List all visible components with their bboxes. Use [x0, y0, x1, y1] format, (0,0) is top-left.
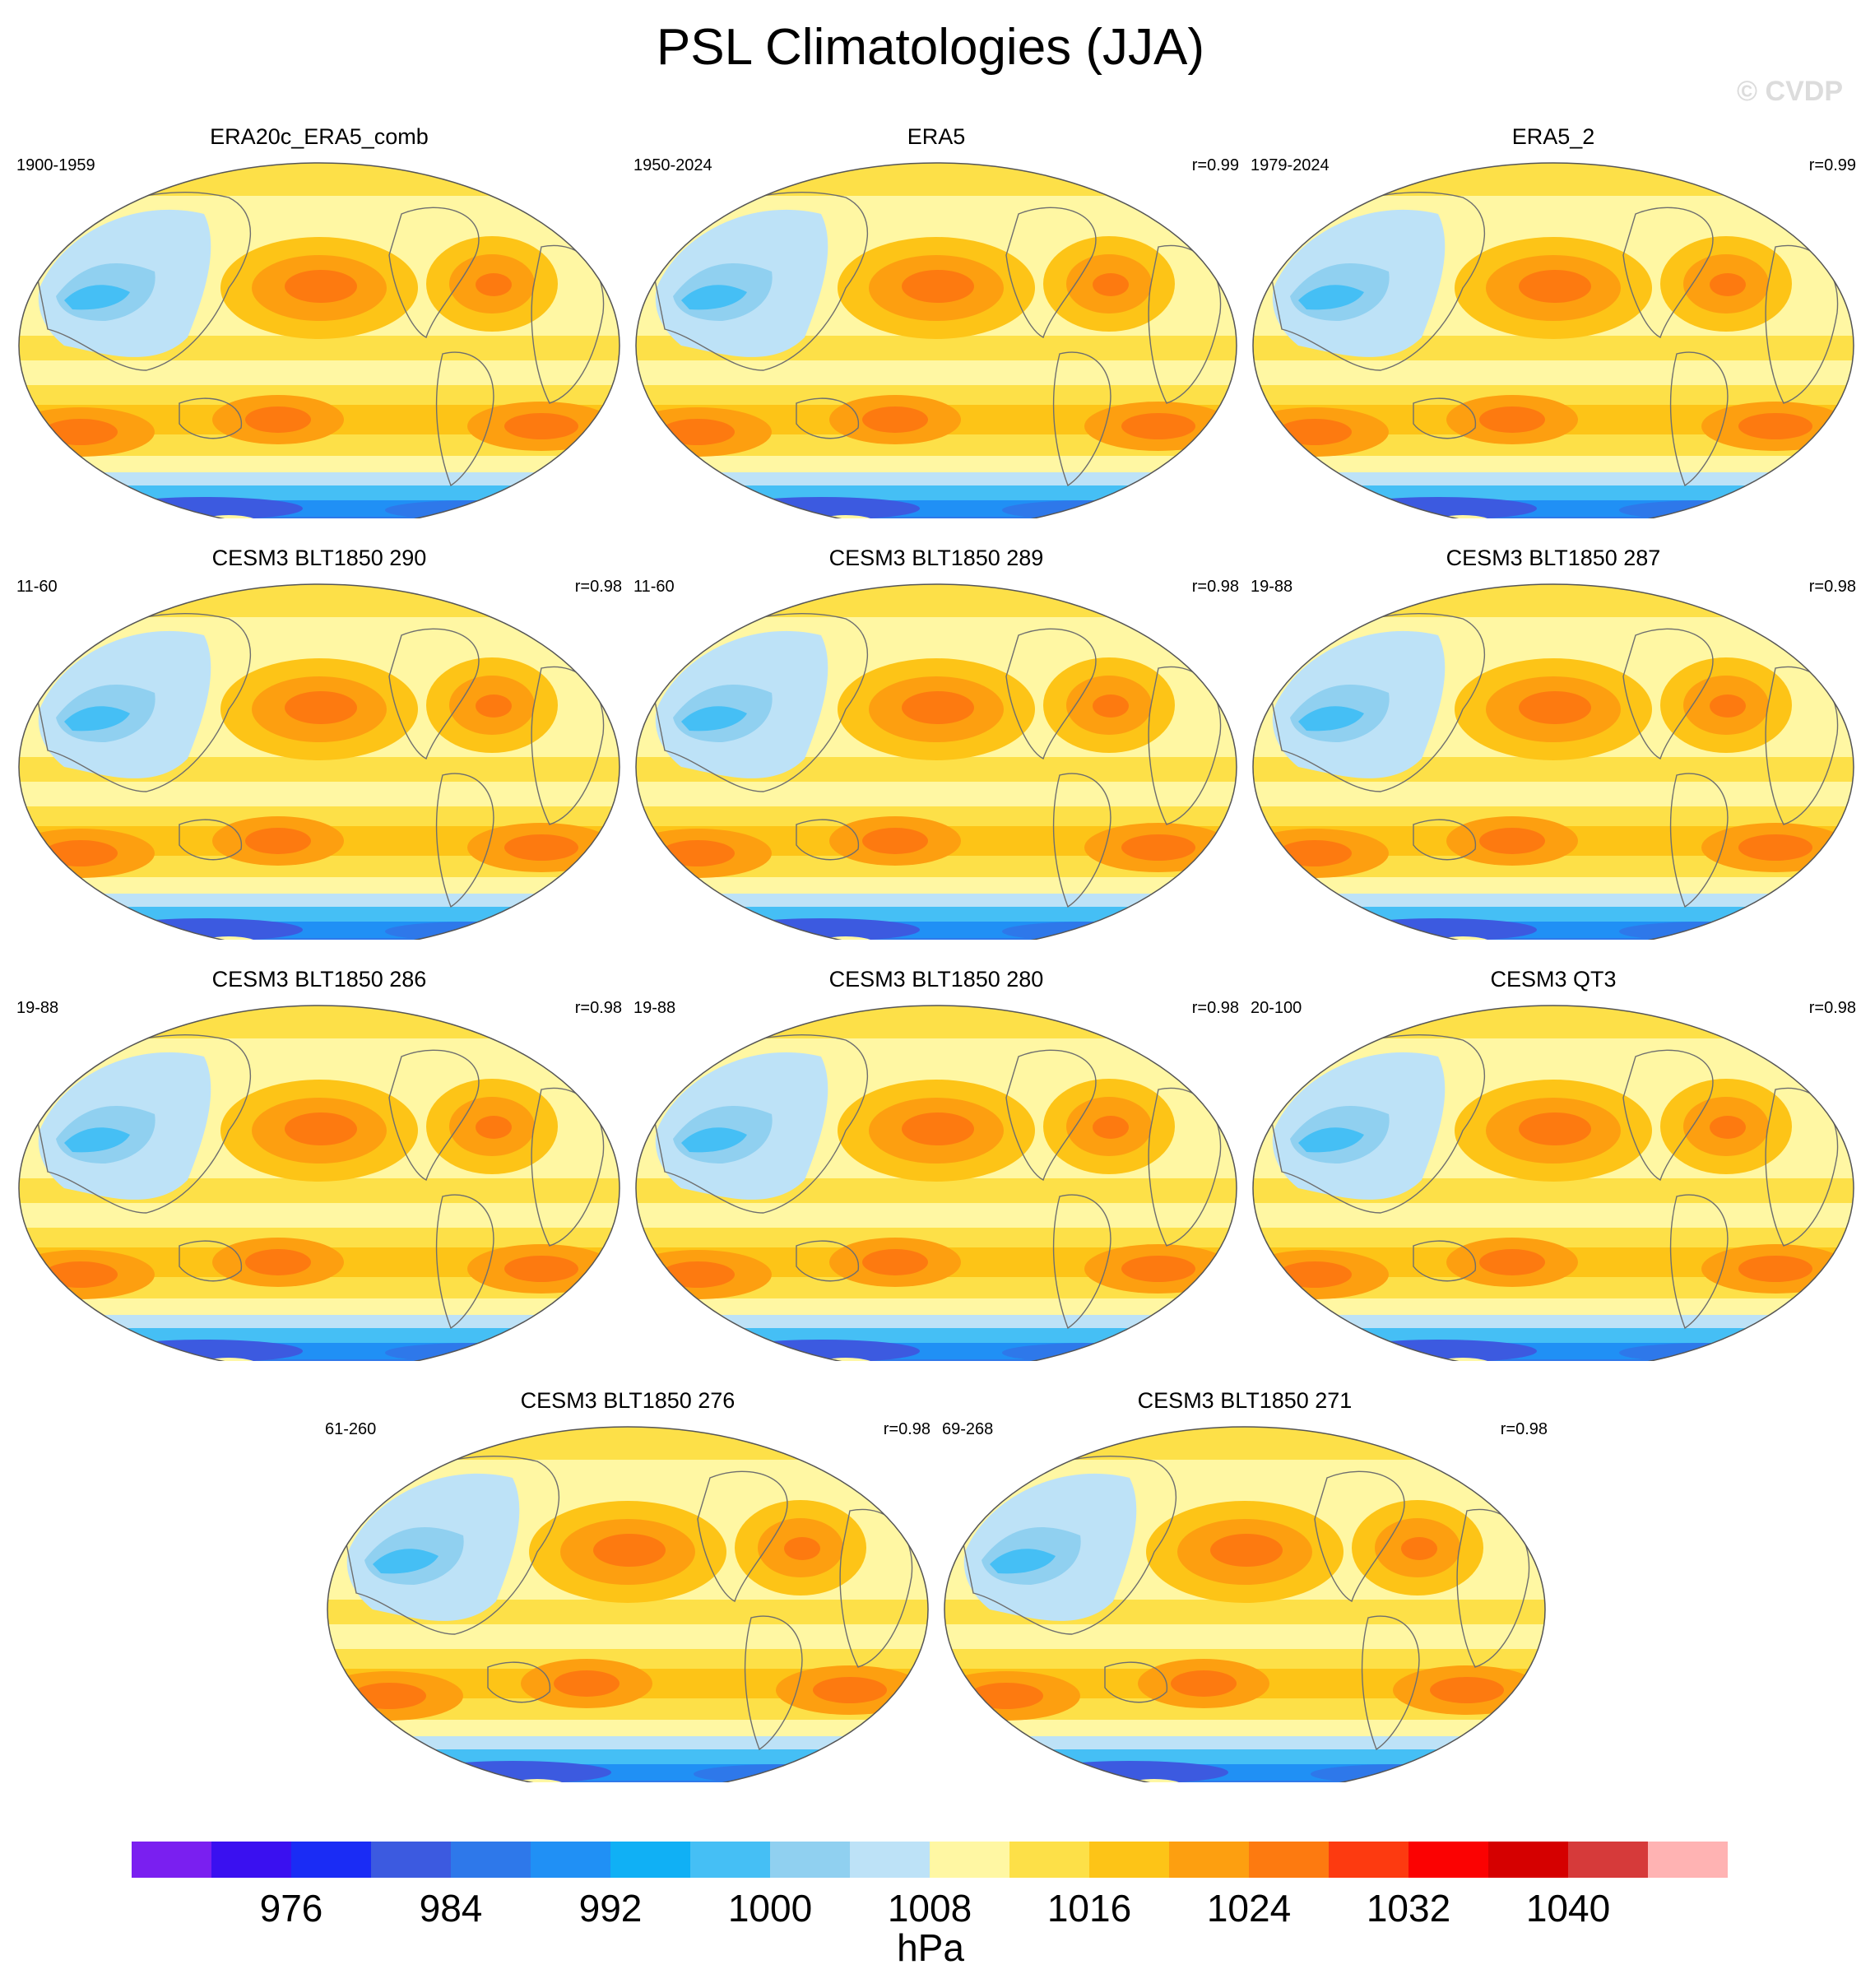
- map-panel: ERA5_2 1979-2024 r=0.99: [1249, 123, 1858, 518]
- colorbar-tick-label: 992: [578, 1887, 643, 1930]
- map-panel: ERA20c_ERA5_comb 1900-1959: [15, 123, 624, 518]
- panel-title: CESM3 BLT1850 286: [211, 967, 427, 992]
- map-panel: CESM3 BLT1850 289 11-60 r=0.98: [632, 545, 1241, 940]
- panel-correlation: r=0.98: [883, 1420, 930, 1438]
- map-panel: CESM3 BLT1850 290 11-60 r=0.98: [15, 545, 624, 940]
- panel-correlation: r=0.98: [1191, 999, 1239, 1017]
- panel-years: 11-60: [16, 578, 58, 596]
- colorbar-swatch: [371, 1842, 451, 1878]
- panel-years: 19-88: [1251, 578, 1293, 596]
- panel-title: CESM3 BLT1850 276: [520, 1388, 736, 1413]
- panel-title: CESM3 BLT1850 280: [828, 967, 1044, 992]
- colorbar-swatch: [1169, 1842, 1249, 1878]
- panel-years: 69-268: [942, 1420, 994, 1438]
- panel-years: 19-88: [633, 999, 676, 1017]
- psl-map: [18, 1005, 620, 1361]
- panel-years: 1900-1959: [16, 156, 95, 174]
- psl-map: [18, 583, 620, 940]
- colorbar-swatch: [770, 1842, 850, 1878]
- figure-title: PSL Climatologies (JJA): [656, 19, 1205, 76]
- map-panel: CESM3 BLT1850 271 69-268 r=0.98: [940, 1387, 1549, 1782]
- colorbar-tick-label: 1040: [1525, 1887, 1611, 1930]
- colorbar-swatch: [531, 1842, 610, 1878]
- colorbar-tick-label: 1008: [887, 1887, 972, 1930]
- colorbar-swatch: [211, 1842, 291, 1878]
- psl-map: [18, 162, 620, 518]
- panel-correlation: r=0.98: [1808, 999, 1856, 1017]
- colorbar-tick-label: 1024: [1206, 1887, 1292, 1930]
- map-panel: CESM3 BLT1850 287 19-88 r=0.98: [1249, 545, 1858, 940]
- psl-map: [1252, 583, 1854, 940]
- psl-map: [327, 1426, 929, 1782]
- map-panel: ERA5 1950-2024 r=0.99: [632, 123, 1241, 518]
- panel-correlation: r=0.98: [1808, 578, 1856, 596]
- colorbar-swatch: [1249, 1842, 1329, 1878]
- panel-title: ERA20c_ERA5_comb: [210, 124, 429, 149]
- panel-title: ERA5_2: [1511, 124, 1595, 149]
- panel-title: ERA5: [907, 124, 966, 149]
- colorbar-unit: hPa: [897, 1926, 964, 1969]
- psl-map: [635, 1005, 1237, 1361]
- panel-title: CESM3 BLT1850 287: [1446, 546, 1661, 570]
- panel-years: 20-100: [1251, 999, 1302, 1017]
- panel-correlation: r=0.98: [574, 578, 622, 596]
- panel-title: CESM3 BLT1850 271: [1137, 1388, 1353, 1413]
- colorbar-swatch: [850, 1842, 930, 1878]
- colorbar-swatch: [1648, 1842, 1728, 1878]
- colorbar-swatch: [930, 1842, 1009, 1878]
- colorbar-tick-label: 1032: [1366, 1887, 1451, 1930]
- map-panel: CESM3 BLT1850 280 19-88 r=0.98: [632, 966, 1241, 1361]
- cvdp-watermark: © CVDP: [1737, 76, 1843, 107]
- psl-map: [944, 1426, 1546, 1782]
- colorbar-tick-label: 1016: [1047, 1887, 1132, 1930]
- psl-map: [1252, 1005, 1854, 1361]
- colorbar-swatch: [690, 1842, 770, 1878]
- colorbar-swatch: [451, 1842, 531, 1878]
- colorbar-tick-label: 984: [419, 1887, 483, 1930]
- panel-years: 11-60: [633, 578, 675, 596]
- panel-title: CESM3 QT3: [1490, 967, 1617, 992]
- map-panel: CESM3 QT3 20-100 r=0.98: [1249, 966, 1858, 1361]
- panel-years: 1950-2024: [633, 156, 712, 174]
- colorbar-swatch: [1329, 1842, 1409, 1878]
- psl-map: [635, 583, 1237, 940]
- map-panel: CESM3 BLT1850 286 19-88 r=0.98: [15, 966, 624, 1361]
- panel-correlation: r=0.98: [1191, 578, 1239, 596]
- panel-correlation: r=0.99: [1808, 156, 1856, 174]
- panel-years: 61-260: [325, 1420, 377, 1438]
- colorbar-swatch: [291, 1842, 371, 1878]
- colorbar-swatch: [1568, 1842, 1648, 1878]
- panel-correlation: r=0.99: [1191, 156, 1239, 174]
- colorbar-swatch: [1409, 1842, 1488, 1878]
- colorbar-swatch: [1009, 1842, 1089, 1878]
- psl-map: [1252, 162, 1854, 518]
- panel-title: CESM3 BLT1850 290: [211, 546, 427, 570]
- colorbar-tick-label: 1000: [727, 1887, 813, 1930]
- colorbar: [132, 1842, 1728, 1878]
- colorbar-swatch: [132, 1842, 211, 1878]
- panel-correlation: r=0.98: [1500, 1420, 1548, 1438]
- panel-years: 19-88: [16, 999, 59, 1017]
- colorbar-tick-label: 976: [259, 1887, 323, 1930]
- panel-correlation: r=0.98: [574, 999, 622, 1017]
- colorbar-swatch: [1488, 1842, 1568, 1878]
- map-panel: CESM3 BLT1850 276 61-260 r=0.98: [323, 1387, 932, 1782]
- panel-title: CESM3 BLT1850 289: [828, 546, 1044, 570]
- colorbar-swatch: [1089, 1842, 1169, 1878]
- psl-map: [635, 162, 1237, 518]
- colorbar-swatch: [610, 1842, 690, 1878]
- panel-years: 1979-2024: [1251, 156, 1330, 174]
